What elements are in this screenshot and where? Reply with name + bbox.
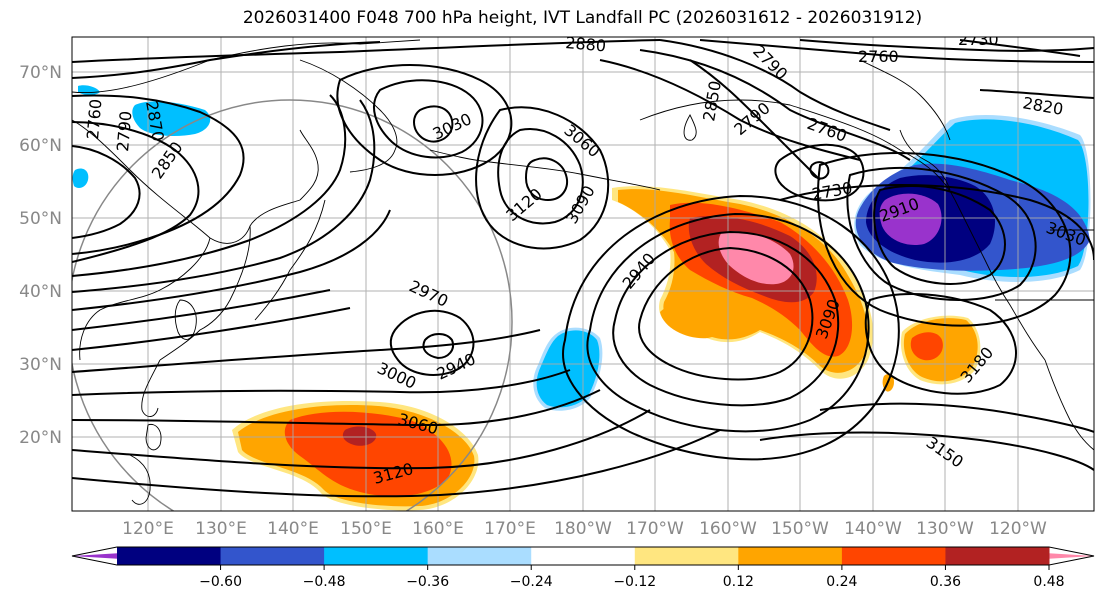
- coastlines: [72, 39, 1094, 505]
- contour-label-2790-west: 2790: [113, 110, 135, 152]
- contour-label-2760: 2760: [858, 47, 899, 66]
- lon-label-140E: 140°E: [267, 519, 319, 539]
- lon-label-180W: 180°W: [554, 519, 612, 539]
- range-circle: [72, 99, 513, 511]
- colorbar-segment: [945, 547, 1050, 565]
- height-contours: [72, 39, 1094, 498]
- colorbar-segment: [634, 547, 739, 565]
- map-title: 2026031400 F048 700 hPa height, IVT Land…: [242, 8, 923, 28]
- lon-label-160W: 160°W: [699, 519, 757, 539]
- lon-label-140W: 140°W: [844, 519, 902, 539]
- lon-label-170W: 170°W: [626, 519, 684, 539]
- lat-label-20N: 20°N: [19, 428, 62, 448]
- lon-label-150W: 150°W: [771, 519, 829, 539]
- colorbar-segment: [220, 547, 325, 565]
- lon-label-130E: 130°E: [195, 519, 247, 539]
- colorbar-tick-label: −0.48: [303, 574, 346, 590]
- ivt-positive-westpac-darkred: [342, 426, 377, 446]
- colorbar-tick-label: 0.24: [826, 574, 857, 590]
- ivt-negative-central: [536, 330, 600, 408]
- colorbar-tick-label: −0.12: [613, 574, 656, 590]
- gridlines: [72, 37, 1094, 511]
- lon-label-120E: 120°E: [122, 519, 174, 539]
- ivt-negative-purple: [879, 193, 942, 246]
- colorbar-tick-label: −0.36: [406, 574, 449, 590]
- colorbar: −0.60 −0.48 −0.36 −0.24 −0.12 0.12 0.24 0.36 0.4…: [71, 546, 1095, 590]
- colorbar-segment: [738, 547, 843, 565]
- ivt-shading: [72, 85, 1091, 511]
- longitude-labels: 120°E 130°E 140°E 150°E 160°E 170°E 180°…: [122, 519, 1047, 539]
- colorbar-segment: [427, 547, 532, 565]
- ivt-negative-nw: [132, 101, 211, 136]
- lon-label-120W: 120°W: [989, 519, 1047, 539]
- ivt-negative-nw-small: [72, 168, 89, 188]
- colorbar-segment: [531, 547, 636, 565]
- colorbar-segment: [117, 547, 222, 565]
- lat-label-60N: 60°N: [19, 136, 62, 156]
- ivt-positive-eastpac-red: [910, 332, 943, 361]
- colorbar-tick-label: −0.24: [510, 574, 553, 590]
- contour-label-2880: 2880: [565, 33, 607, 55]
- ivt-positive-westpac-red: [284, 411, 452, 497]
- lon-label-130W: 130°W: [916, 519, 974, 539]
- colorbar-segment: [841, 547, 946, 565]
- lat-label-50N: 50°N: [19, 209, 62, 229]
- colorbar-tick-label: 0.36: [930, 574, 961, 590]
- latitude-labels: 70°N 60°N 50°N 40°N 30°N 20°N: [19, 63, 62, 448]
- ivt-positive-central-pink: [718, 231, 794, 285]
- contour-label-2760-west: 2760: [83, 98, 105, 140]
- colorbar-outline: [71, 546, 1095, 566]
- lat-label-30N: 30°N: [19, 355, 62, 375]
- lat-label-70N: 70°N: [19, 63, 62, 83]
- lon-label-160E: 160°E: [412, 519, 464, 539]
- colorbar-tick-label: −0.60: [199, 574, 242, 590]
- colorbar-tick-label: 0.48: [1033, 574, 1064, 590]
- lon-label-170E: 170°E: [484, 519, 536, 539]
- colorbar-tick-label: 0.12: [723, 574, 754, 590]
- colorbar-segment: [324, 547, 429, 565]
- map-frame: [71, 36, 1095, 512]
- lon-label-150E: 150°E: [340, 519, 392, 539]
- contour-label-2730: 2730: [958, 30, 999, 49]
- lat-label-40N: 40°N: [19, 282, 62, 302]
